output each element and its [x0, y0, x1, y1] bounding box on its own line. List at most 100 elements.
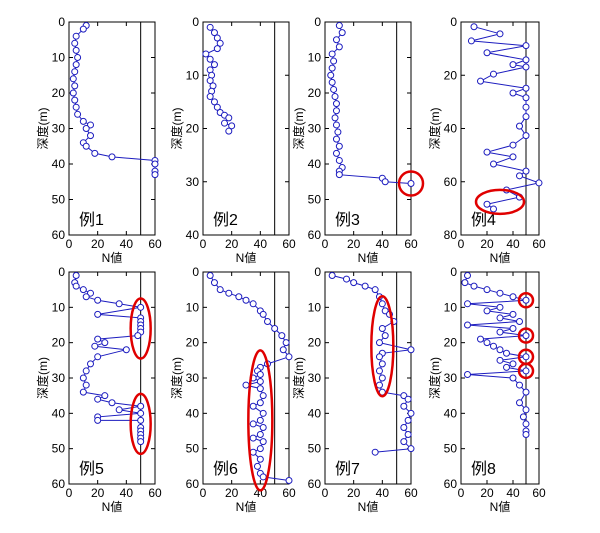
plot-frame [324, 271, 412, 485]
data-point [490, 205, 497, 213]
data-point [74, 110, 82, 118]
y-tick-label: 10 [186, 68, 200, 82]
data-point [279, 346, 287, 354]
data-point [256, 385, 264, 393]
x-tick-label: 20 [225, 237, 239, 251]
data-point [407, 346, 415, 354]
y-tick-label: 20 [52, 86, 66, 100]
data-point [69, 75, 77, 83]
y-tick-label: 60 [308, 477, 322, 491]
data-point [509, 325, 517, 333]
data-point [335, 171, 343, 179]
data-point [87, 360, 94, 368]
data-point [483, 148, 491, 156]
data-point [483, 200, 491, 208]
data-point [331, 93, 339, 101]
data-point [69, 89, 77, 97]
data-point [522, 63, 530, 71]
data-point [522, 353, 530, 361]
data-point [404, 395, 412, 403]
data-point [79, 286, 87, 294]
y-tick-label: 40 [308, 157, 322, 171]
plot-frame [202, 21, 290, 236]
data-point [328, 64, 336, 72]
data-point [350, 279, 358, 287]
data-point [206, 93, 214, 101]
y-tick-label: 0 [450, 15, 457, 29]
data-point [335, 156, 343, 164]
data-point [407, 180, 415, 188]
data-point [509, 293, 517, 301]
y-axis-label: 深度(m) [169, 357, 184, 399]
data-point [259, 473, 267, 481]
data-point [256, 370, 264, 378]
data-point [400, 402, 408, 410]
y-tick-label: 30 [52, 371, 66, 385]
data-point [249, 300, 257, 308]
x-tick-label: 0 [200, 486, 207, 500]
data-point [94, 395, 102, 403]
data-point [378, 360, 386, 368]
data-point [256, 399, 264, 407]
data-point [91, 342, 99, 350]
data-point [464, 300, 471, 308]
x-tick-label: 20 [480, 237, 494, 251]
data-point [108, 399, 116, 407]
data-point [328, 78, 336, 86]
data-point [72, 282, 80, 290]
data-point [101, 392, 109, 400]
data-point [522, 94, 530, 102]
data-point [256, 455, 264, 463]
data-point [249, 402, 257, 410]
x-tick-label: 60 [282, 237, 296, 251]
data-point [242, 296, 250, 304]
data-point [496, 346, 504, 354]
data-point [91, 149, 99, 157]
data-point [477, 77, 484, 85]
data-point [137, 409, 145, 417]
data-point [407, 409, 415, 417]
y-tick-label: 50 [52, 193, 66, 207]
data-point [94, 310, 102, 318]
data-point [335, 43, 343, 51]
data-point [490, 342, 497, 350]
x-axis-label: N値 [102, 250, 123, 265]
data-point [375, 381, 383, 389]
x-tick-label: 60 [532, 486, 546, 500]
x-axis-label: N値 [490, 499, 511, 514]
x-tick-label: 60 [282, 486, 296, 500]
data-point [74, 54, 82, 61]
data-point [256, 445, 264, 453]
x-tick-label: 20 [347, 486, 361, 500]
data-point [79, 388, 87, 396]
data-point [259, 409, 267, 417]
data-point [332, 121, 340, 129]
data-point [371, 286, 379, 294]
data-point [79, 117, 87, 125]
data-point [101, 339, 109, 347]
data-point [496, 356, 504, 364]
data-point [235, 293, 243, 301]
data-point [72, 61, 80, 69]
data-point [522, 132, 530, 140]
data-point [79, 374, 87, 382]
data-point [206, 272, 214, 280]
data-point [79, 25, 87, 33]
data-point [259, 438, 267, 446]
data-point [72, 103, 80, 111]
data-point [256, 431, 264, 439]
data-point [404, 431, 412, 439]
data-point [122, 346, 130, 354]
y-axis-label: 深度(m) [35, 108, 50, 150]
data-point [464, 321, 471, 329]
series-line [471, 26, 541, 210]
y-tick-label: 80 [444, 228, 458, 242]
data-point [375, 353, 383, 361]
data-point [282, 339, 290, 347]
data-point [256, 378, 264, 386]
data-point [202, 50, 210, 58]
x-tick-label: 60 [404, 486, 418, 500]
y-tick-label: 0 [450, 265, 457, 279]
